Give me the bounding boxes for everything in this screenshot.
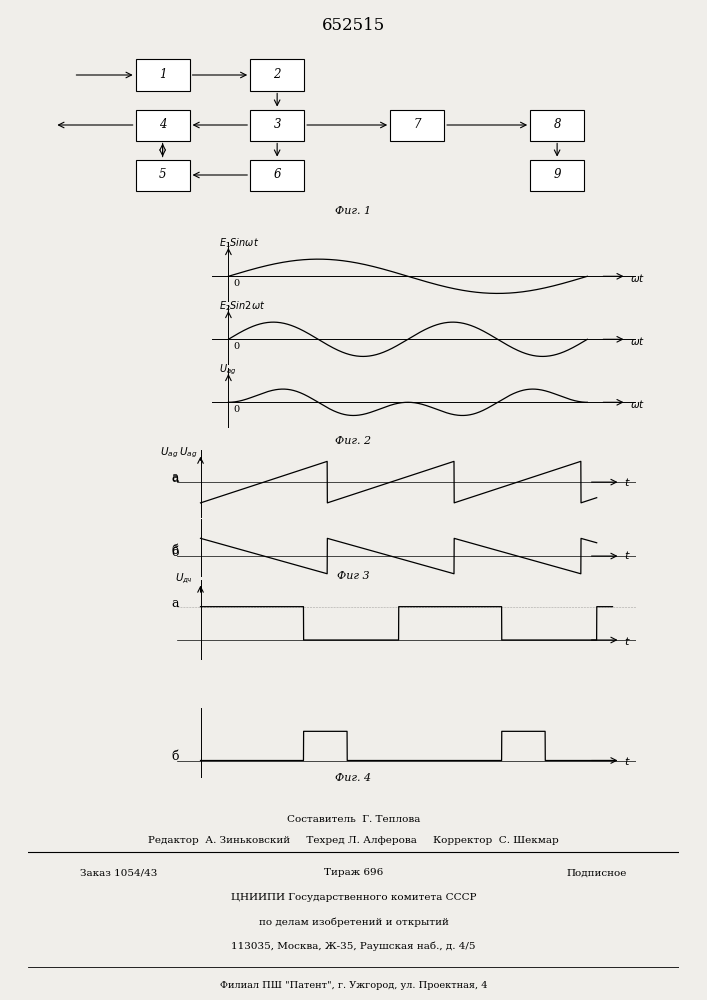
Text: 5: 5 <box>159 168 166 182</box>
Text: Фиг 3: Фиг 3 <box>337 571 370 581</box>
Text: а: а <box>172 597 179 610</box>
Text: 7: 7 <box>414 118 421 131</box>
Text: $U_{ag}$: $U_{ag}$ <box>218 362 236 377</box>
Text: $E_1Sin\omega t$: $E_1Sin\omega t$ <box>218 236 259 250</box>
Text: Заказ 1054/43: Заказ 1054/43 <box>81 868 158 877</box>
Bar <box>390 109 444 140</box>
Text: $E_2Sin2\omega t$: $E_2Sin2\omega t$ <box>218 299 265 313</box>
Text: $t$: $t$ <box>624 476 631 488</box>
Text: 652515: 652515 <box>322 16 385 33</box>
Bar <box>250 109 304 140</box>
Text: $\omega t$: $\omega t$ <box>630 398 645 410</box>
Text: Подписное: Подписное <box>566 868 626 877</box>
Text: а: а <box>172 472 179 485</box>
Text: ЦНИИПИ Государственного комитета СССР: ЦНИИПИ Государственного комитета СССР <box>230 893 477 902</box>
Text: 1: 1 <box>159 68 166 82</box>
Bar <box>250 60 304 91</box>
Text: $\omega t$: $\omega t$ <box>630 335 645 347</box>
Text: 9: 9 <box>554 168 561 182</box>
Bar <box>136 60 189 91</box>
Text: 8: 8 <box>554 118 561 131</box>
Text: $\omega t$: $\omega t$ <box>630 272 645 284</box>
Text: а: а <box>171 471 178 484</box>
Text: 2: 2 <box>274 68 281 82</box>
Text: 4: 4 <box>159 118 166 131</box>
Text: $t$: $t$ <box>624 755 631 767</box>
Text: 113035, Москва, Ж-35, Раушская наб., д. 4/5: 113035, Москва, Ж-35, Раушская наб., д. … <box>231 942 476 951</box>
Bar <box>250 159 304 190</box>
Text: 0: 0 <box>233 342 240 351</box>
Text: Фиг. 4: Фиг. 4 <box>335 773 372 783</box>
Bar <box>530 109 584 140</box>
Text: $U_{д\!ч}$: $U_{д\!ч}$ <box>175 572 192 586</box>
Text: Редактор  А. Зиньковский     Техред Л. Алферова     Корректор  С. Шекмар: Редактор А. Зиньковский Техред Л. Алферо… <box>148 836 559 845</box>
Bar <box>530 159 584 190</box>
Text: $U_{ag}$: $U_{ag}$ <box>160 445 178 460</box>
Text: Филиал ПШ "Патент", г. Ужгород, ул. Проектная, 4: Филиал ПШ "Патент", г. Ужгород, ул. Прое… <box>220 981 487 990</box>
Text: б: б <box>172 546 179 559</box>
Text: $t$: $t$ <box>624 549 631 561</box>
Text: 6: 6 <box>274 168 281 182</box>
Text: б: б <box>171 544 178 557</box>
Text: по делам изобретений и открытий: по делам изобретений и открытий <box>259 917 448 927</box>
Text: б: б <box>172 750 179 764</box>
Text: Фиг. 1: Фиг. 1 <box>335 206 372 216</box>
Text: $U_{ag}$: $U_{ag}$ <box>179 445 197 460</box>
Text: Составитель  Г. Теплова: Составитель Г. Теплова <box>287 815 420 824</box>
Text: 0: 0 <box>233 405 240 414</box>
Bar <box>136 109 189 140</box>
Text: Фиг. 2: Фиг. 2 <box>335 436 372 446</box>
Text: 3: 3 <box>274 118 281 131</box>
Text: 0: 0 <box>233 279 240 288</box>
Bar <box>136 159 189 190</box>
Text: $t$: $t$ <box>624 635 631 647</box>
Text: Тираж 696: Тираж 696 <box>324 868 383 877</box>
